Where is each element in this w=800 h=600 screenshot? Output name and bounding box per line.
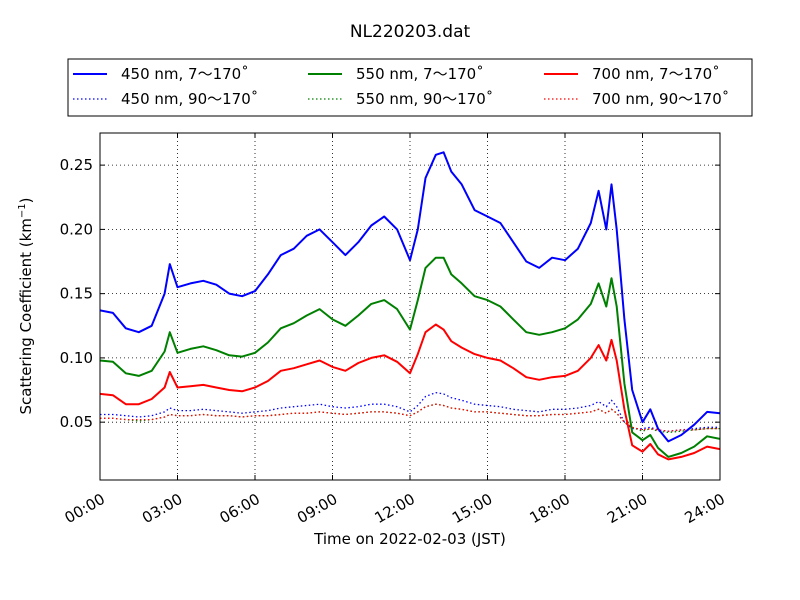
x-tick-label: 09:00 (294, 490, 340, 527)
series-line (100, 391, 720, 432)
legend-frame (67, 58, 753, 117)
x-tick-label: 06:00 (217, 490, 263, 527)
y-tick-label: 0.10 (60, 349, 93, 367)
x-tick-label: 12:00 (372, 490, 418, 527)
series-line (100, 323, 720, 461)
series-line (100, 403, 720, 432)
y-axis-label-close: ) (17, 197, 35, 203)
x-axis-label: Time on 2022-02-03 (JST) (313, 530, 506, 548)
y-axis-label-sup: −1 (17, 203, 28, 218)
x-tick-label: 15:00 (449, 490, 495, 527)
y-tick-label: 0.20 (60, 220, 93, 238)
x-tick-label: 21:00 (604, 490, 650, 527)
legend-label: 700 nm, 90～170˚ (592, 90, 729, 108)
legend-label: 550 nm, 7～170˚ (356, 65, 484, 83)
legend-label: 700 nm, 7～170˚ (592, 65, 720, 83)
legend-label: 550 nm, 90～170˚ (356, 90, 493, 108)
series-line (100, 151, 720, 443)
x-tick-label: 24:00 (682, 490, 728, 527)
x-tick-label: 00:00 (62, 490, 108, 527)
y-axis-label: Scattering Coefficient (km−1) (17, 197, 35, 414)
legend-label: 450 nm, 7～170˚ (121, 65, 249, 83)
legend: 450 nm, 7～170˚ 550 nm, 7～170˚ 700 nm, 7～17… (67, 58, 753, 117)
x-tick-label: 03:00 (139, 490, 185, 527)
y-axis-label-main: Scattering Coefficient (km (17, 218, 35, 414)
y-tick-label: 0.25 (60, 156, 93, 174)
series-line (100, 256, 720, 458)
y-tick-label: 0.05 (60, 413, 93, 431)
y-tick-label: 0.15 (60, 285, 93, 303)
series-group (100, 151, 720, 461)
plot-area: 00:00 03:00 06:00 09:00 12:00 15:00 18:00 21:00… (60, 132, 728, 527)
x-tick-label: 18:00 (527, 490, 573, 527)
legend-label: 450 nm, 90～170˚ (121, 90, 258, 108)
chart-title: NL220203.dat (350, 22, 471, 42)
